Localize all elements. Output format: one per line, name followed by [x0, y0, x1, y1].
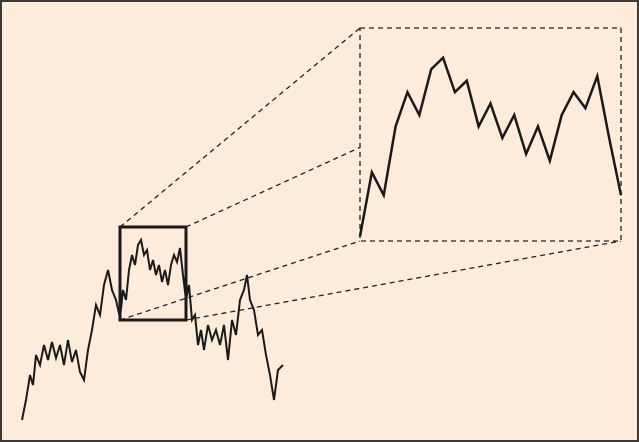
connector [119, 27, 361, 228]
zoom-box [118, 225, 188, 322]
connector [185, 240, 622, 321]
zoom-inset [358, 27, 623, 242]
series-line [21, 237, 284, 421]
connector [119, 240, 361, 321]
inset-line [358, 55, 623, 237]
inset-box [359, 27, 622, 242]
